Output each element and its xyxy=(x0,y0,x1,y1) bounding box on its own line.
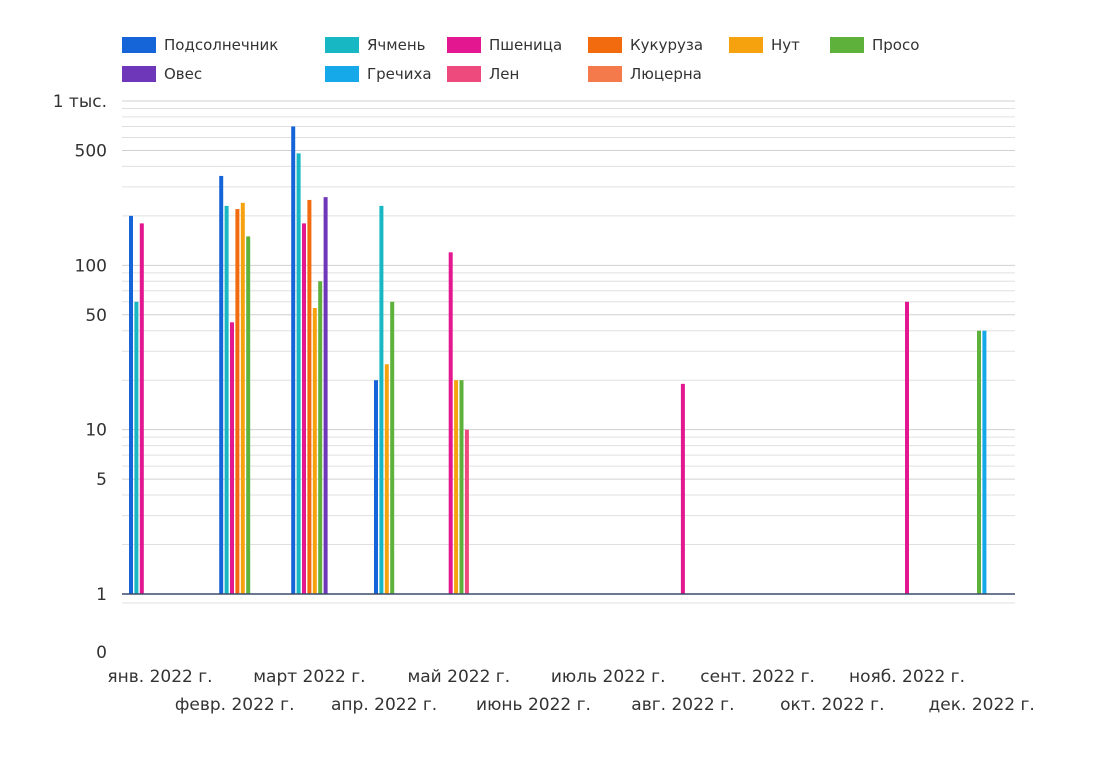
y-tick-label: 100 xyxy=(75,256,107,276)
bar[interactable] xyxy=(374,380,378,594)
y-tick-label: 50 xyxy=(85,306,107,326)
legend-item[interactable]: Просо xyxy=(830,36,919,54)
bar[interactable] xyxy=(982,330,987,594)
y-tick-label: 500 xyxy=(75,141,107,161)
legend-item[interactable]: Нут xyxy=(729,36,800,54)
legend-item[interactable]: Лен xyxy=(447,65,519,83)
x-tick-label: янв. 2022 г. xyxy=(107,667,212,687)
bar[interactable] xyxy=(448,252,453,594)
legend-item[interactable]: Овес xyxy=(122,65,202,83)
bar[interactable] xyxy=(230,322,234,594)
y-tick-label: 10 xyxy=(85,421,107,441)
x-tick-label: март 2022 г. xyxy=(253,667,365,687)
x-tick-label: май 2022 г. xyxy=(407,667,510,687)
bar[interactable] xyxy=(296,153,301,594)
bar[interactable] xyxy=(302,223,306,594)
y-tick-label: 5 xyxy=(96,470,107,490)
bar[interactable] xyxy=(240,202,245,594)
legend-swatch xyxy=(122,66,156,82)
x-tick-label: июль 2022 г. xyxy=(551,667,666,687)
legend-swatch xyxy=(588,37,622,53)
x-tick-label: авг. 2022 г. xyxy=(631,695,734,715)
legend-item[interactable]: Подсолнечник xyxy=(122,36,278,54)
x-tick-label: апр. 2022 г. xyxy=(331,695,437,715)
bar[interactable] xyxy=(390,301,395,594)
legend-label: Кукуруза xyxy=(630,36,703,54)
bar[interactable] xyxy=(318,281,323,594)
bar[interactable] xyxy=(464,429,469,594)
x-tick-label: нояб. 2022 г. xyxy=(849,667,965,687)
legend: Подсолнечник Ячмень Пшеница Кукуруза Нут Прос… xyxy=(122,36,919,83)
bar[interactable] xyxy=(139,223,144,594)
legend-swatch xyxy=(588,66,622,82)
legend-label: Нут xyxy=(771,36,800,54)
legend-swatch xyxy=(325,37,359,53)
bar[interactable] xyxy=(219,175,224,595)
bars xyxy=(129,126,987,595)
bar[interactable] xyxy=(459,380,464,594)
legend-item[interactable]: Гречиха xyxy=(325,65,432,83)
x-tick-label: февр. 2022 г. xyxy=(175,695,295,715)
x-tick-label: дек. 2022 г. xyxy=(929,695,1035,715)
legend-label: Люцерна xyxy=(630,65,702,83)
y-tick-label: 1 xyxy=(96,585,107,605)
legend-label: Просо xyxy=(872,36,919,54)
legend-swatch xyxy=(325,66,359,82)
legend-swatch xyxy=(447,37,481,53)
bar[interactable] xyxy=(680,383,685,594)
x-tick-label: окт. 2022 г. xyxy=(780,695,884,715)
bar[interactable] xyxy=(235,209,240,594)
bar[interactable] xyxy=(246,236,251,594)
bar[interactable] xyxy=(129,215,133,594)
bar[interactable] xyxy=(224,205,229,594)
x-tick-label: сент. 2022 г. xyxy=(700,667,815,687)
legend-label: Лен xyxy=(489,65,519,83)
legend-item[interactable]: Пшеница xyxy=(447,36,562,54)
bar[interactable] xyxy=(905,301,909,594)
legend-label: Подсолнечник xyxy=(164,36,278,54)
legend-swatch xyxy=(447,66,481,82)
bar[interactable] xyxy=(977,330,981,594)
bar[interactable] xyxy=(323,197,328,594)
bar[interactable] xyxy=(454,380,459,594)
legend-item[interactable]: Ячмень xyxy=(325,36,425,54)
legend-label: Пшеница xyxy=(489,36,562,54)
legend-label: Ячмень xyxy=(367,36,425,54)
legend-swatch xyxy=(830,37,864,53)
x-tick-label: июнь 2022 г. xyxy=(476,695,591,715)
bar[interactable] xyxy=(307,199,312,594)
legend-label: Овес xyxy=(164,65,202,83)
bar[interactable] xyxy=(379,205,384,594)
bar[interactable] xyxy=(384,364,389,594)
bar[interactable] xyxy=(134,301,139,594)
grid xyxy=(122,100,1015,604)
bar[interactable] xyxy=(291,126,296,594)
legend-label: Гречиха xyxy=(367,65,432,83)
legend-item[interactable]: Кукуруза xyxy=(588,36,703,54)
legend-item[interactable]: Люцерна xyxy=(588,65,702,83)
legend-swatch xyxy=(122,37,156,53)
y-tick-label: 0 xyxy=(96,643,107,663)
legend-swatch xyxy=(729,37,763,53)
y-tick-label: 1 тыс. xyxy=(53,92,107,112)
bar[interactable] xyxy=(312,308,317,594)
